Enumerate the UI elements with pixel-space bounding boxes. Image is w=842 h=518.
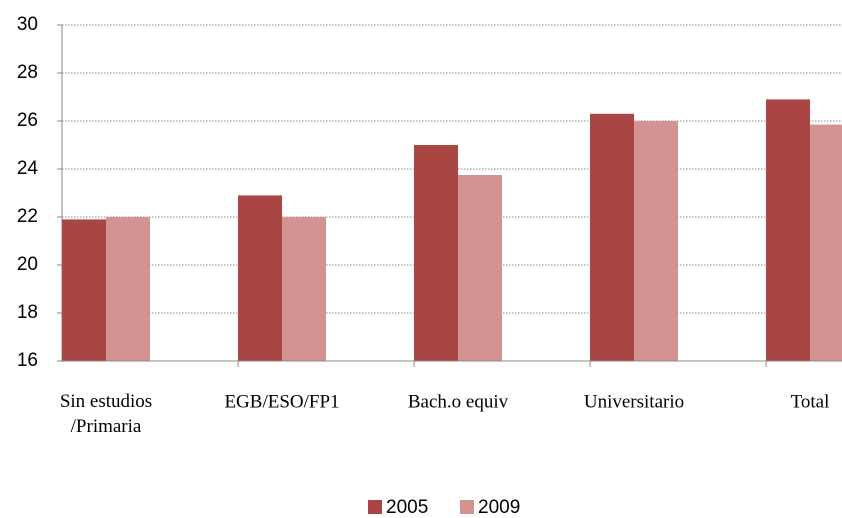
x-tick-label: Sin estudios/Primaria xyxy=(60,391,152,437)
bar xyxy=(62,219,106,361)
bar xyxy=(282,217,326,361)
legend-label: 2005 xyxy=(386,497,428,518)
bar xyxy=(106,217,150,361)
x-tick-label: Total xyxy=(791,391,830,412)
bar xyxy=(766,99,810,362)
y-tick-label: 24 xyxy=(17,158,39,179)
x-tick-label: EGB/ESO/FP1 xyxy=(224,391,339,412)
y-tick-label: 18 xyxy=(17,302,38,323)
bar xyxy=(414,145,458,361)
bar xyxy=(238,195,282,361)
y-tick-label: 28 xyxy=(17,62,38,83)
x-tick-label: Bach.o equiv xyxy=(408,391,509,412)
bar xyxy=(810,124,842,361)
bar xyxy=(634,121,678,361)
y-tick-label: 26 xyxy=(17,110,38,131)
legend-label: 2009 xyxy=(478,497,520,518)
legend-swatch xyxy=(460,500,474,514)
y-tick-label: 16 xyxy=(17,350,38,371)
y-tick-label: 20 xyxy=(17,254,38,275)
legend-swatch xyxy=(368,500,382,514)
bar xyxy=(458,175,502,361)
x-tick-label: Universitario xyxy=(584,391,684,412)
bar xyxy=(590,113,634,361)
y-tick-label: 22 xyxy=(17,206,38,227)
y-tick-label: 30 xyxy=(17,14,38,35)
